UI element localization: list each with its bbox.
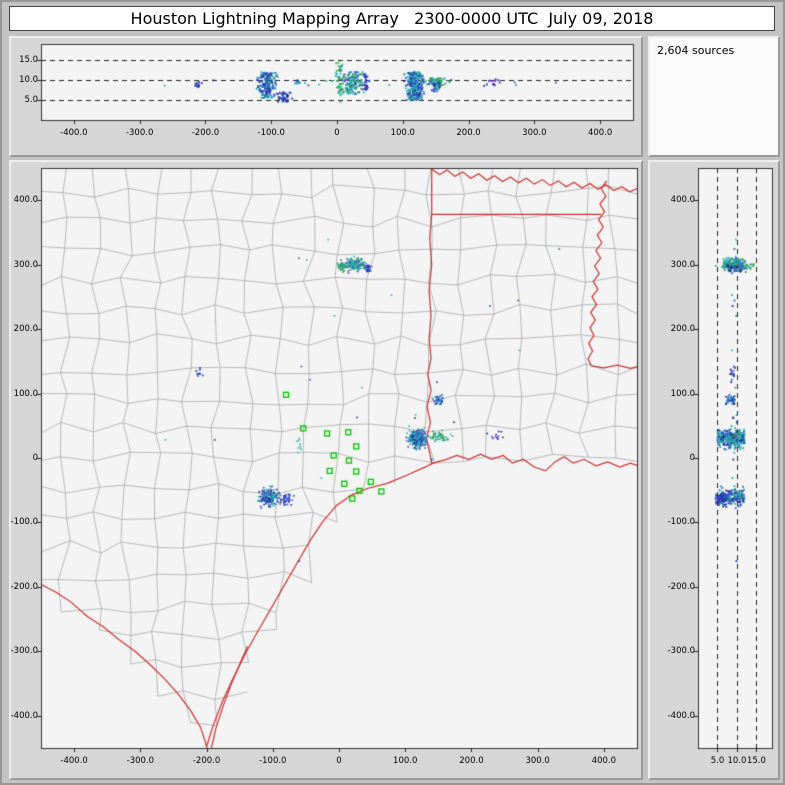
ew-x-tick-label: -100.0 (257, 128, 285, 138)
plan-view-map-plot[interactable] (11, 162, 641, 778)
map-x-tick-label: 100.0 (393, 756, 418, 766)
map-x-tick-label: -400.0 (60, 756, 88, 766)
map-y-tick-label: 100.0 (13, 388, 38, 399)
altitude-east-west-panel: -400.0 -300.0 -200.0 -100.0 0 100.0 200.0 300.0… (9, 36, 643, 157)
ns-y-tick-label: 200.0 (670, 324, 695, 335)
map-x-tick-label: -300.0 (126, 756, 155, 766)
ns-alt-tick-label: 15.0 (746, 756, 766, 766)
ew-alt-tick-label: 5.0 (24, 95, 38, 105)
ns-alt-tick-label: 10.0 (727, 756, 747, 766)
map-x-tick-label: 200.0 (459, 756, 484, 766)
map-x-tick-label: -100.0 (259, 756, 287, 766)
ns-y-tick-label: -300.0 (667, 646, 695, 657)
ew-x-tick-label: -200.0 (191, 128, 220, 138)
ew-alt-tick-label: 15.0 (19, 55, 38, 65)
ns-y-tick-label: 300.0 (670, 259, 695, 270)
map-y-tick-label: -100.0 (10, 517, 38, 528)
map-y-tick-label: 300.0 (13, 259, 38, 270)
plan-view-map-panel: -400.0 -300.0 -200.0 -100.0 0 100.0 200.0 300.0… (9, 160, 643, 780)
altitude-east-west-plot[interactable] (11, 38, 641, 155)
map-y-tick-label: 0 (32, 453, 38, 463)
map-x-tick-label: 400.0 (591, 756, 617, 766)
ns-y-tick-label: 0 (689, 453, 695, 463)
sources-count-label: 2,604 sources (657, 44, 735, 57)
ew-x-tick-label: 400.0 (587, 128, 613, 138)
ew-x-tick-label: 100.0 (390, 128, 415, 138)
map-y-tick-label: 200.0 (13, 324, 38, 335)
ns-y-tick-label: -100.0 (667, 517, 695, 528)
ew-x-tick-label: -400.0 (60, 128, 88, 138)
ns-y-tick-label: 100.0 (670, 388, 695, 399)
ns-y-tick-label: 400.0 (670, 195, 695, 206)
ew-x-tick-label: -300.0 (125, 128, 154, 138)
altitude-north-south-panel: 5.0 10.0 15.0 400.0 300.0 200.0 100.0 0 -100.0 -2… (648, 160, 780, 780)
title-bar: Houston Lightning Mapping Array 2300-000… (9, 6, 775, 31)
ew-x-tick-label: 200.0 (456, 128, 481, 138)
sources-count-panel: 2,604 sources (648, 36, 780, 157)
ew-x-tick-label: 300.0 (522, 128, 547, 138)
map-y-tick-label: 400.0 (13, 195, 38, 206)
map-y-tick-label: -200.0 (10, 581, 38, 592)
ns-y-tick-label: -400.0 (667, 710, 695, 721)
map-x-tick-label: -200.0 (192, 756, 221, 766)
map-x-tick-label: 300.0 (525, 756, 550, 766)
ns-y-tick-label: -200.0 (667, 581, 695, 592)
ew-x-tick-label: 0 (334, 128, 340, 138)
map-y-tick-label: -400.0 (10, 710, 38, 721)
map-x-tick-label: 0 (336, 756, 342, 766)
ew-alt-tick-label: 10.0 (19, 75, 38, 85)
map-y-tick-label: -300.0 (10, 646, 38, 657)
altitude-north-south-plot[interactable] (650, 162, 778, 778)
ns-alt-tick-label: 5.0 (710, 756, 725, 766)
window-title: Houston Lightning Mapping Array 2300-000… (130, 9, 654, 28)
